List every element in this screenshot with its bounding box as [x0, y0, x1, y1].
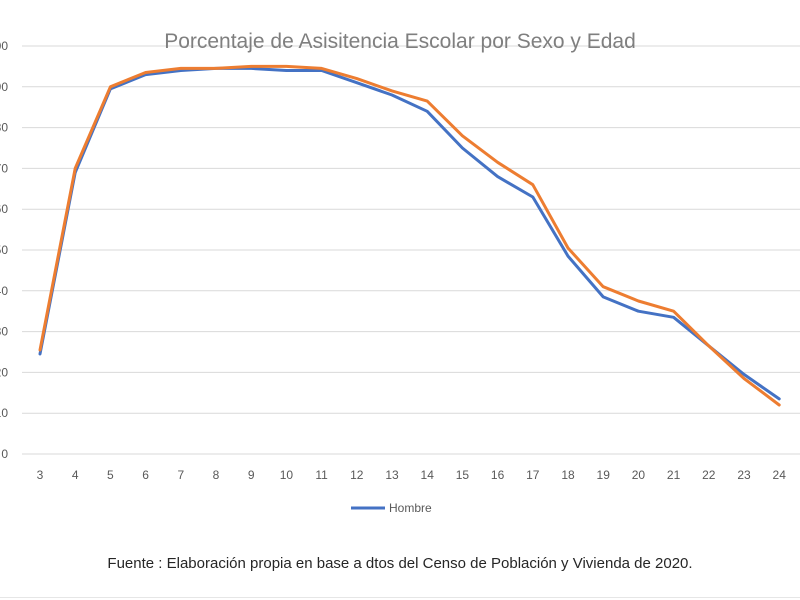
x-tick-label: 7	[177, 468, 184, 482]
x-tick-label: 17	[526, 468, 540, 482]
y-tick-label: 100	[0, 39, 8, 53]
x-tick-label: 18	[561, 468, 575, 482]
x-tick-label: 15	[456, 468, 470, 482]
y-tick-label: 50	[0, 243, 8, 257]
y-axis-tick-labels: 0 10 20 30 40 50 60 70 80 90 100	[0, 39, 8, 461]
x-tick-label: 8	[213, 468, 220, 482]
y-tick-label: 90	[0, 80, 8, 94]
x-tick-label: 12	[350, 468, 364, 482]
x-tick-label: 20	[632, 468, 646, 482]
x-tick-label: 6	[142, 468, 149, 482]
x-tick-label: 22	[702, 468, 716, 482]
y-tick-label: 80	[0, 121, 8, 135]
x-tick-label: 11	[315, 468, 328, 482]
x-tick-label: 19	[597, 468, 611, 482]
x-tick-label: 4	[72, 468, 79, 482]
y-tick-label: 0	[1, 447, 8, 461]
x-axis-tick-labels: 3 4 5 6 7 8 9 10 11 12 13 14 15 16 17 18 19 20 21 22 23 24	[37, 468, 787, 482]
y-tick-label: 70	[0, 161, 8, 175]
y-tick-label: 10	[0, 406, 8, 420]
y-tick-label: 40	[0, 284, 8, 298]
series-line-series-2	[38, 64, 781, 407]
series-line-hombre	[38, 66, 781, 401]
gridlines	[22, 45, 800, 455]
y-tick-label: 30	[0, 325, 8, 339]
x-tick-label: 3	[37, 468, 44, 482]
legend-label-hombre: Hombre	[389, 501, 432, 515]
x-tick-label: 5	[107, 468, 114, 482]
source-note: Fuente : Elaboración propia en base a dt…	[107, 555, 693, 572]
legend: Hombre	[351, 501, 432, 515]
x-tick-label: 9	[248, 468, 255, 482]
x-tick-label: 16	[491, 468, 505, 482]
x-tick-label: 24	[773, 468, 787, 482]
y-tick-label: 60	[0, 202, 8, 216]
series-lines	[38, 64, 781, 407]
x-tick-label: 21	[667, 468, 681, 482]
x-tick-label: 14	[421, 468, 435, 482]
x-tick-label: 13	[385, 468, 399, 482]
x-tick-label: 10	[280, 468, 294, 482]
chart-title: Porcentaje de Asisitencia Escolar por Se…	[164, 30, 636, 53]
bottom-divider	[0, 597, 800, 598]
y-tick-label: 20	[0, 365, 8, 379]
x-tick-label: 23	[737, 468, 751, 482]
